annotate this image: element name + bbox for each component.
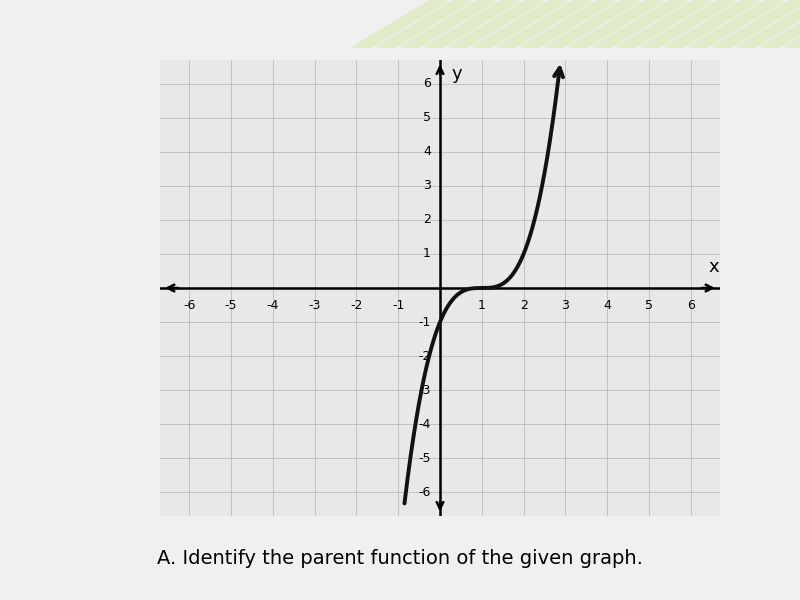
Text: 3: 3 xyxy=(562,299,570,312)
Text: x: x xyxy=(709,258,719,276)
Text: -5: -5 xyxy=(418,452,431,464)
Text: -5: -5 xyxy=(225,299,238,312)
Text: 2: 2 xyxy=(520,299,527,312)
Text: -4: -4 xyxy=(418,418,431,431)
Text: -2: -2 xyxy=(418,350,431,362)
Text: 1: 1 xyxy=(423,247,431,260)
Text: y: y xyxy=(452,65,462,83)
Text: -4: -4 xyxy=(266,299,279,312)
Text: -3: -3 xyxy=(309,299,321,312)
Text: 6: 6 xyxy=(423,77,431,91)
Text: -1: -1 xyxy=(392,299,404,312)
Text: -2: -2 xyxy=(350,299,362,312)
Text: -6: -6 xyxy=(418,485,431,499)
Text: -3: -3 xyxy=(418,383,431,397)
Text: -6: -6 xyxy=(183,299,195,312)
Text: -1: -1 xyxy=(418,316,431,329)
Text: 2: 2 xyxy=(423,214,431,226)
Text: 1: 1 xyxy=(478,299,486,312)
Text: 3: 3 xyxy=(423,179,431,193)
Text: 5: 5 xyxy=(645,299,653,312)
Text: 5: 5 xyxy=(423,112,431,124)
Text: A. Identify the parent function of the given graph.: A. Identify the parent function of the g… xyxy=(157,548,643,568)
Text: 4: 4 xyxy=(603,299,611,312)
Text: 4: 4 xyxy=(423,145,431,158)
Text: 6: 6 xyxy=(687,299,694,312)
